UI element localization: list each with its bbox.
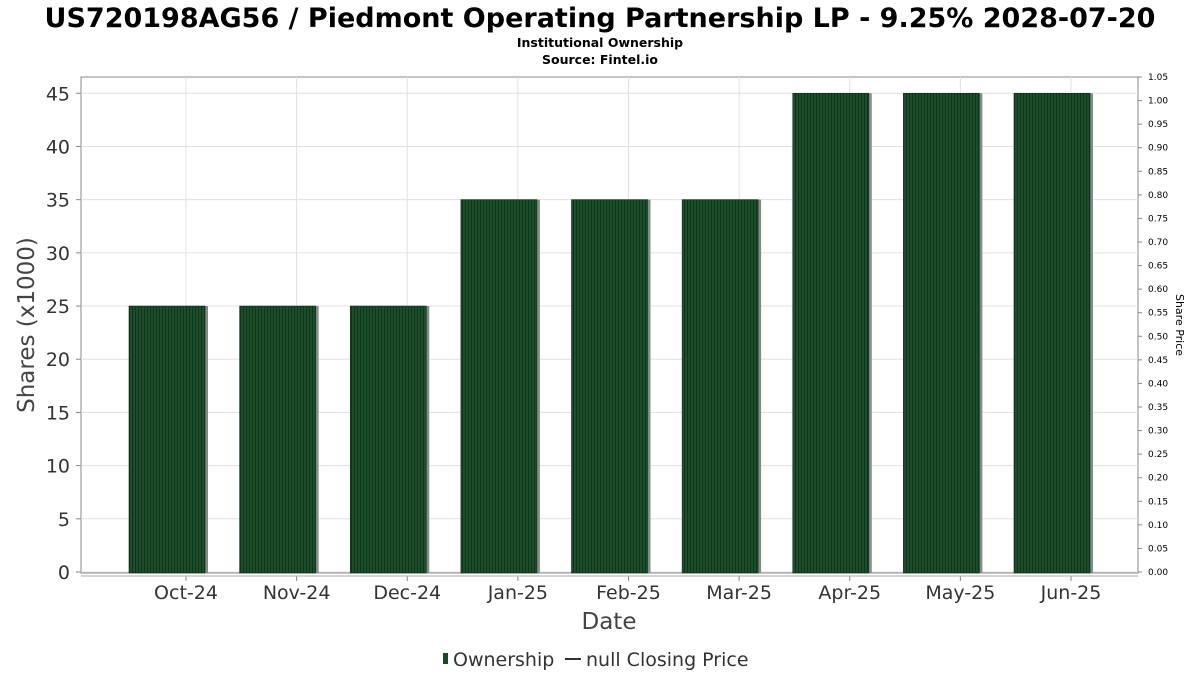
bar-Mar-25 [681,199,759,574]
y2-tick-label: 1.05 [1148,73,1168,83]
bar-Nov-24 [239,305,316,574]
y2-tick-label: 0.85 [1148,167,1168,177]
y2-tick-label: 0.20 [1148,474,1168,484]
y2-tick-label: 0.10 [1148,521,1168,531]
y2-tick-label: 0.80 [1148,191,1168,201]
bar-Feb-25 [571,199,648,574]
x-tick-label: Jan-25 [487,582,548,604]
y2-tick-label: 0.35 [1148,403,1168,413]
y2-tick-label: 0.65 [1148,262,1168,272]
bar-May-25 [903,92,980,574]
x-tick-label: Feb-25 [596,582,661,604]
y2-axis-ticks: 0.00 0.05 0.10 0.15 0.20 0.25 0.30 0.35 0.40 0.45… [1138,73,1168,578]
legend-closing-price-label: null Closing Price [586,649,749,671]
y2-tick-label: 1.00 [1148,97,1168,107]
y2-tick-label: 0.60 [1148,285,1168,295]
x-tick-label: Jun-25 [1040,582,1102,604]
y2-tick-label: 0.00 [1148,568,1168,578]
y-axis-ticks: 0 5 10 15 20 25 30 35 40 45 [46,83,81,584]
x-axis-ticks: Oct-24 Nov-24 Dec-24 Jan-25 Feb-25 Mar-25 Apr-… [154,576,1101,604]
y2-tick-label: 0.75 [1148,214,1168,224]
chart-title: US720198AG56 / Piedmont Operating Partne… [45,3,1156,34]
y-axis-label: Shares (x1000) [14,237,40,413]
y-tick-label: 35 [46,190,70,212]
y2-axis-label: Share Price [1173,294,1186,356]
y-tick-label: 15 [46,402,70,424]
y2-tick-label: 0.90 [1148,144,1168,154]
y2-tick-label: 0.15 [1148,497,1168,507]
y-tick-label: 5 [58,509,70,531]
y2-tick-label: 0.30 [1148,427,1168,437]
y-tick-label: 25 [46,296,70,318]
chart-subtitle-line-1: Institutional Ownership [517,35,683,50]
bar-Apr-25 [792,92,870,574]
y2-tick-label: 0.45 [1148,356,1168,366]
y2-tick-label: 0.40 [1148,379,1168,389]
y2-tick-label: 0.25 [1148,450,1168,460]
legend-ownership-label: Ownership [453,649,554,671]
x-tick-label: Apr-25 [818,582,881,604]
x-tick-label: Nov-24 [263,582,331,604]
y-tick-label: 20 [46,349,70,371]
x-tick-label: Oct-24 [154,582,218,604]
legend: Ownership null Closing Price [443,649,749,671]
y-tick-label: 0 [58,562,70,584]
x-tick-label: Dec-24 [373,582,441,604]
y-tick-label: 10 [46,456,70,478]
y2-tick-label: 0.95 [1148,120,1168,130]
y-tick-label: 45 [46,83,70,105]
y2-tick-label: 0.55 [1148,309,1168,319]
bar-Dec-24 [349,305,427,574]
y2-tick-label: 0.70 [1148,238,1168,248]
x-tick-label: Mar-25 [706,582,772,604]
y2-tick-label: 0.50 [1148,332,1168,342]
bar-Oct-24 [128,305,206,574]
y-tick-label: 30 [46,243,70,265]
bars [128,92,1093,574]
y2-tick-label: 0.05 [1148,544,1168,554]
bar-Jan-25 [460,199,538,574]
bar-Jun-25 [1013,92,1091,574]
chart-subtitle-line-2: Source: Fintel.io [542,52,658,67]
legend-ownership-marker [443,653,448,664]
y-tick-label: 40 [46,136,70,158]
x-axis-label: Date [582,609,637,635]
x-tick-label: May-25 [925,582,995,604]
